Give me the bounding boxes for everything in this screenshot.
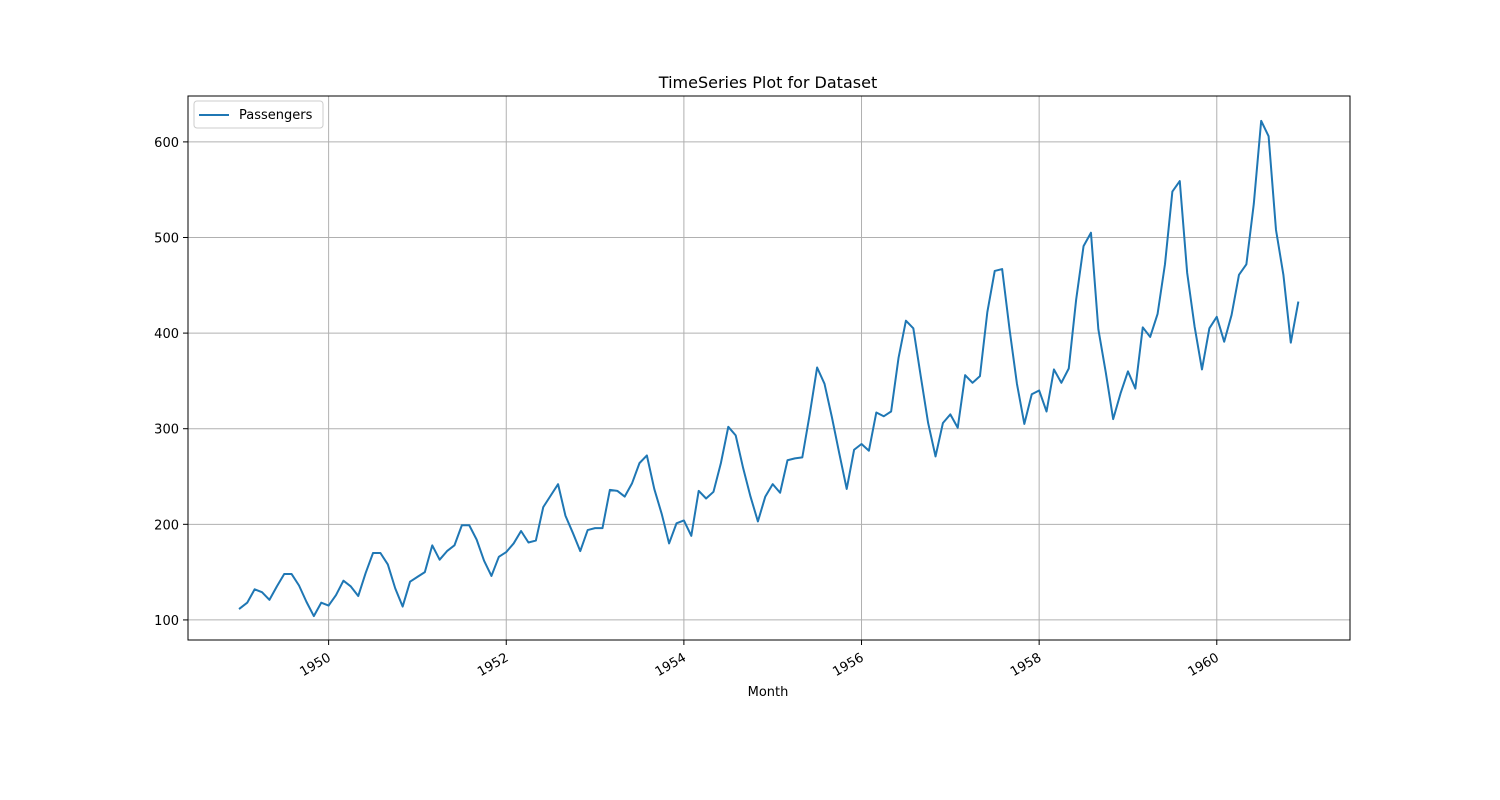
plot-frame (187, 95, 1351, 641)
plot-area (238, 119, 1300, 618)
legend-box (193, 100, 324, 129)
y-tick-label: 400 (154, 327, 179, 342)
legend-label-passengers: Passengers (239, 108, 313, 123)
series-line-passengers (238, 119, 1300, 618)
legend: Passengers (193, 100, 324, 129)
y-tick-label: 600 (154, 136, 179, 151)
y-tick-label: 100 (154, 614, 179, 629)
y-tick-label: 500 (154, 231, 179, 246)
y-tick-label: 300 (154, 423, 179, 438)
x-axis-label: Month (748, 685, 789, 700)
y-tick-label: 200 (154, 518, 179, 533)
grid (188, 96, 1350, 640)
chart-title: TimeSeries Plot for Dataset (658, 73, 877, 92)
